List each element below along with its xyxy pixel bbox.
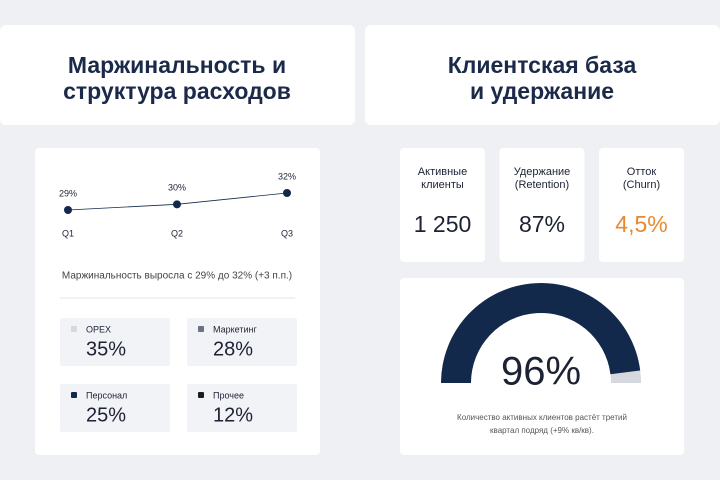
- right-title: Клиентская база: [448, 52, 637, 78]
- cost-name: Персонал: [86, 390, 127, 400]
- cost-tile: [187, 384, 297, 432]
- kpi-label: (Churn): [623, 179, 660, 191]
- kpi-label: Активные: [418, 166, 467, 178]
- kpi-card: [599, 148, 684, 262]
- cost-swatch: [71, 326, 77, 332]
- gauge-value: 96%: [501, 350, 581, 394]
- kpi-value: 87%: [519, 211, 565, 237]
- cost-swatch: [198, 326, 204, 332]
- left-title: Маржинальность и: [68, 52, 286, 78]
- cost-name: Маркетинг: [213, 324, 257, 334]
- margin-note: Маржинальность выросла с 29% до 32% (+3 …: [62, 271, 292, 282]
- cost-swatch: [71, 392, 77, 398]
- left-card: [35, 148, 320, 455]
- kpi-label: Удержание: [514, 166, 571, 178]
- cost-value: 28%: [213, 338, 253, 360]
- kpi-card: [400, 148, 485, 262]
- kpi-label: Отток: [627, 166, 657, 178]
- kpi-value: 4,5%: [615, 211, 667, 237]
- kpi-label: клиенты: [421, 179, 464, 191]
- data-label: 30%: [168, 183, 186, 193]
- kpi-card: [499, 148, 585, 262]
- cost-name: OPEX: [86, 324, 111, 334]
- gauge-fill: [441, 283, 641, 383]
- point: [64, 206, 72, 214]
- cost-tile: [60, 384, 170, 432]
- x-tick-label: Q1: [62, 228, 74, 238]
- cost-value: 12%: [213, 404, 253, 426]
- data-label: 29%: [59, 188, 77, 198]
- cost-value: 25%: [86, 404, 126, 426]
- gauge-note: квартал подряд (+9% кв/кв).: [490, 426, 594, 435]
- kpi-label: (Retention): [515, 179, 569, 191]
- x-tick-label: Q2: [171, 228, 183, 238]
- right-title: и удержание: [470, 78, 614, 104]
- gauge-note: Количество активных клиентов растёт трет…: [457, 413, 627, 422]
- point: [173, 200, 181, 209]
- left-title-card: [0, 25, 355, 125]
- data-label: 32%: [278, 171, 296, 181]
- left-title: структура расходов: [63, 78, 291, 104]
- x-tick-label: Q3: [281, 228, 293, 238]
- cost-name: Прочее: [213, 390, 244, 400]
- cost-value: 35%: [86, 338, 126, 360]
- gauge-track: [610, 370, 641, 383]
- kpi-value: 1 250: [414, 211, 472, 237]
- cost-swatch: [198, 392, 204, 398]
- cost-tile: [60, 318, 170, 366]
- cost-tile: [187, 318, 297, 366]
- right-title-card: [365, 25, 720, 125]
- point: [283, 189, 291, 197]
